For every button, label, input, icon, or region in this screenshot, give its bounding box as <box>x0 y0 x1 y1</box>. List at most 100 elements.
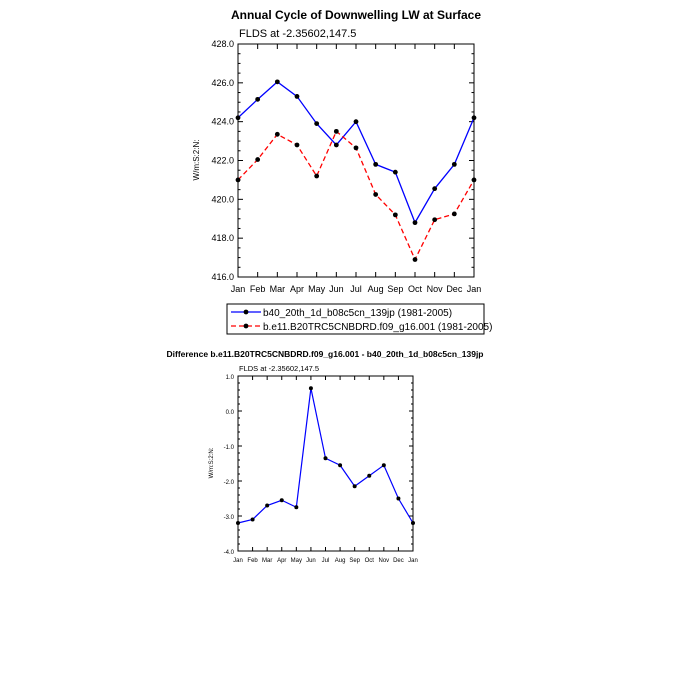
series-2-point <box>235 177 241 183</box>
x-tick-label: Mar <box>262 558 272 564</box>
y-tick-label: -2.0 <box>224 480 235 486</box>
series-1-point <box>294 94 300 99</box>
x-tick-label: Oct <box>408 284 423 294</box>
series-2-point <box>451 211 457 217</box>
series-2-point <box>392 212 398 218</box>
series-1-point <box>396 496 401 501</box>
x-tick-label: Aug <box>335 558 346 564</box>
y-tick-label: 416.0 <box>211 272 234 282</box>
x-tick-label: Jan <box>233 558 243 564</box>
chart1-title: Annual Cycle of Downwelling LW at Surfac… <box>231 8 481 22</box>
series-2-point <box>255 157 261 162</box>
difference-chart: Difference b.e11.B20TRC5CNBDRD.f09_g16.0… <box>166 349 483 564</box>
series-1-point <box>367 473 372 478</box>
x-tick-label: Jan <box>467 284 482 294</box>
series-1-point <box>308 386 313 391</box>
series-1-point <box>333 142 339 148</box>
series-1-point <box>314 121 320 127</box>
chart2-subtitle: FLDS at -2.35602,147.5 <box>239 364 319 373</box>
x-tick-label: May <box>308 284 326 294</box>
x-tick-label: Nov <box>427 284 444 294</box>
series-2-point <box>373 192 379 197</box>
series-1-point <box>451 161 457 167</box>
series-line-1 <box>237 81 475 225</box>
series-1-point <box>471 115 477 121</box>
y-tick-label: 0.0 <box>226 410 235 416</box>
series-line-2 <box>237 130 475 262</box>
series-2-point <box>274 131 280 137</box>
y-tick-label: 426.0 <box>211 78 234 88</box>
legend-marker-series-1 <box>243 309 249 315</box>
series-1-point <box>250 517 255 522</box>
legend-frame <box>226 303 485 335</box>
x-tick-label: Jul <box>350 284 362 294</box>
series-1-point <box>236 521 240 525</box>
x-tick-label: Apr <box>290 284 304 294</box>
x-tick-label: Jul <box>322 558 330 564</box>
chart1-subtitle: FLDS at -2.35602,147.5 <box>239 28 356 40</box>
series-2-point <box>412 257 418 262</box>
y-tick-label: 418.0 <box>211 233 234 243</box>
y-tick-label: 424.0 <box>211 117 234 127</box>
x-tick-label: Dec <box>446 284 463 294</box>
annual-cycle-chart: Annual Cycle of Downwelling LW at Surfac… <box>192 8 492 335</box>
y-tick-label: 1.0 <box>226 375 235 381</box>
series-1-point <box>353 119 359 125</box>
x-tick-label: Dec <box>393 558 404 564</box>
chart1-plot-frame <box>237 43 475 278</box>
series-1-point <box>255 96 261 102</box>
x-tick-label: Aug <box>368 284 384 294</box>
x-tick-label: Jun <box>306 558 316 564</box>
series-1-point <box>352 484 357 489</box>
y-tick-label: -3.0 <box>224 515 235 521</box>
x-tick-label: Apr <box>277 558 286 564</box>
series-line-1 <box>237 388 414 524</box>
x-tick-label: Feb <box>247 558 258 564</box>
series-1-point <box>411 521 415 525</box>
series-2-point <box>471 177 477 183</box>
series-2-point <box>294 142 300 148</box>
y-tick-label: 420.0 <box>211 194 234 204</box>
chart2-axes: Jan Feb Mar Apr May Jun Jul Aug Sep Oct Nov Dec Jan -… <box>224 375 418 564</box>
chart2-series <box>236 386 415 525</box>
x-tick-label: Feb <box>250 284 266 294</box>
series-1-point <box>235 115 241 121</box>
series-2-point <box>353 145 359 151</box>
series-1-point <box>323 456 328 461</box>
x-tick-label: Sep <box>387 284 403 294</box>
legend-label-series-2: b.e11.B20TRC5CNBDRD.f09_g16.001 (1981-20… <box>263 322 492 333</box>
series-1-point <box>412 220 418 226</box>
x-tick-label: Sep <box>349 558 360 564</box>
chart1-axes: Jan Feb Mar Apr May Jun Jul Aug Sep Oct Nov Dec Jan 4… <box>211 39 481 294</box>
x-tick-label: Mar <box>270 284 286 294</box>
x-tick-label: Nov <box>378 558 389 564</box>
series-1-point <box>432 186 438 192</box>
x-tick-label: May <box>291 558 302 564</box>
series-1-point <box>338 463 343 468</box>
series-1-point <box>373 161 379 167</box>
series-2-point <box>314 173 320 179</box>
legend-marker-series-2 <box>243 323 249 329</box>
x-tick-label: Jan <box>231 284 246 294</box>
chart2-plot-frame <box>237 375 414 552</box>
y-tick-label: 422.0 <box>211 156 234 166</box>
y-tick-label: -1.0 <box>224 445 235 451</box>
series-1-point <box>294 505 299 510</box>
series-1-point <box>265 503 270 508</box>
legend-label-series-1: b40_20th_1d_b08c5cn_139jp (1981-2005) <box>263 308 452 319</box>
series-2-point <box>333 128 339 134</box>
series-1-point <box>392 169 398 175</box>
series-1-point <box>279 498 284 503</box>
x-tick-label: Jun <box>329 284 344 294</box>
x-tick-label: Oct <box>365 558 375 564</box>
chart2-title: Difference b.e11.B20TRC5CNBDRD.f09_g16.0… <box>166 349 483 359</box>
y-tick-label: -4.0 <box>224 550 235 556</box>
series-1-point <box>381 463 386 468</box>
chart1-ylabel: W/m:S:2:N: <box>192 140 201 181</box>
chart1-legend: b40_20th_1d_b08c5cn_139jp (1981-2005) b.… <box>226 303 492 335</box>
chart1-series <box>235 79 477 262</box>
y-tick-label: 428.0 <box>211 39 234 49</box>
series-2-point <box>432 217 438 223</box>
chart2-ylabel: W/m:S:2:N: <box>209 447 215 478</box>
